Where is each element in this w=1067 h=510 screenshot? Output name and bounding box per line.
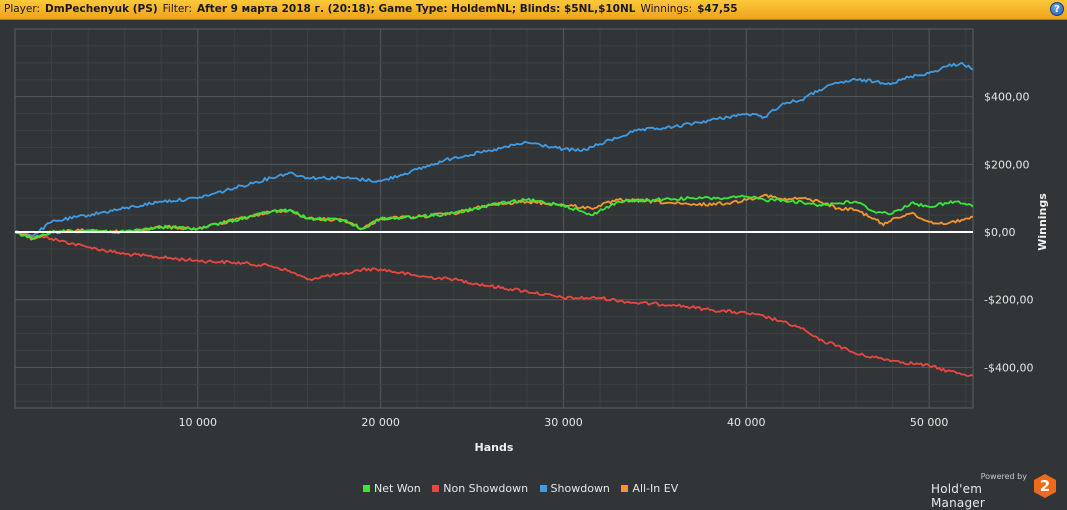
winnings-value: $47,55 (697, 3, 738, 15)
series-line-non-showdown (14, 230, 974, 377)
legend-swatch (621, 485, 629, 492)
y-axis-ticks: $400,00 $200,00 $0,00 -$200,00 -$400,00 (984, 91, 1033, 375)
x-axis-title: Hands (475, 441, 514, 454)
help-icon[interactable]: ? (1050, 2, 1064, 16)
legend-label: All-In EV (632, 482, 679, 495)
series-line-all-in-ev (14, 193, 973, 241)
legend-non-showdown[interactable]: Non Showdown (432, 482, 528, 495)
legend-showdown[interactable]: Showdown (539, 482, 610, 495)
y-tick-label: $400,00 (984, 91, 1030, 104)
y-tick-label: $200,00 (984, 158, 1030, 171)
legend-label: Net Won (374, 482, 421, 495)
series-line-showdown (14, 61, 974, 237)
filter-value: After 9 марта 2018 г. (20:18); Game Type… (196, 3, 636, 15)
header-text: Player: DmPechenyuk (PS) Filter: After 9 ма… (4, 0, 738, 19)
hm2-logo: 2 (1034, 474, 1056, 498)
x-tick-label: 20 000 (361, 416, 400, 429)
powered-by-text: Powered by (980, 472, 1027, 481)
branding: Powered by Hold'em Manager 2 (931, 470, 1061, 510)
x-tick-label: 30 000 (544, 416, 583, 429)
legend-net-won[interactable]: Net Won (363, 482, 421, 495)
legend-swatch (363, 485, 370, 492)
player-value: DmPechenyuk (PS) (45, 3, 158, 15)
x-tick-label: 50 000 (910, 416, 949, 429)
y-tick-label: -$400,00 (984, 361, 1033, 374)
legend-label: Non Showdown (443, 482, 529, 495)
player-label: Player: (4, 3, 41, 15)
y-tick-label: -$200,00 (984, 294, 1033, 307)
chart-legend: Net Won Non Showdown Showdown All-In EV (363, 482, 686, 496)
product-name: Hold'em Manager (931, 482, 985, 510)
x-tick-label: 40 000 (727, 416, 766, 429)
legend-all-in-ev[interactable]: All-In EV (621, 482, 678, 495)
legend-swatch (432, 485, 440, 492)
filter-label: Filter: (162, 3, 192, 15)
legend-swatch (539, 485, 547, 492)
y-tick-label: $0,00 (984, 226, 1016, 239)
winnings-label: Winnings: (640, 3, 693, 15)
series-layer (14, 61, 974, 377)
y-axis-title: Winnings (1036, 193, 1049, 251)
legend-label: Showdown (550, 482, 610, 495)
x-tick-label: 10 000 (179, 416, 218, 429)
header-bar: Player: DmPechenyuk (PS) Filter: After 9 ма… (0, 0, 1067, 20)
series-line-net-won (14, 194, 974, 240)
plot-area-border (14, 28, 974, 409)
x-axis-ticks: 10 000 20 000 30 000 40 000 50 000 (179, 416, 949, 429)
